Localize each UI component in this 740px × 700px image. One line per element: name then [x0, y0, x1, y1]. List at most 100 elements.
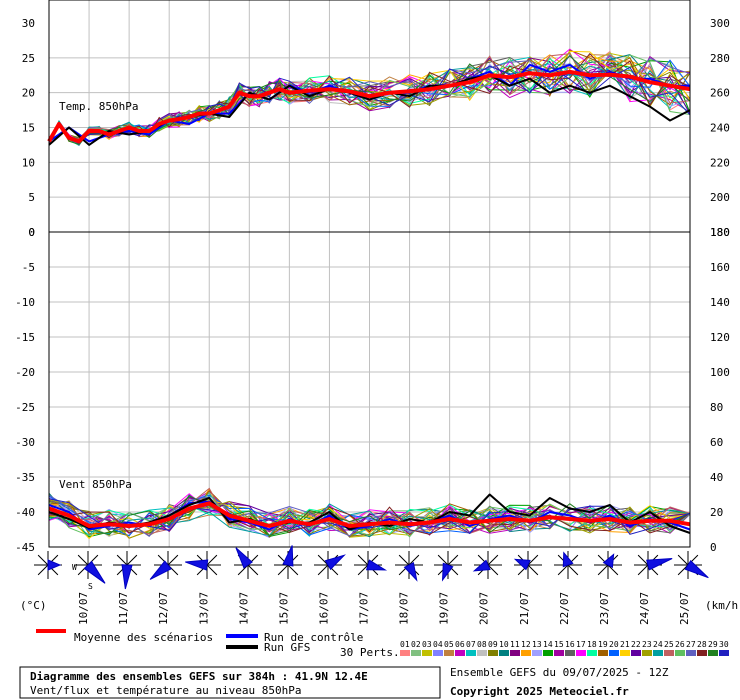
wind-tick-left: -15 — [15, 331, 35, 344]
pert-swatch — [708, 650, 718, 656]
wind-mean-line — [48, 501, 691, 528]
pert-swatch — [400, 650, 410, 656]
pert-number: 09 — [488, 640, 498, 649]
temp-mean-line — [47, 69, 691, 144]
pert-number: 26 — [675, 640, 685, 649]
wind-tick-left: -45 — [15, 541, 35, 554]
pert-number: 13 — [532, 640, 542, 649]
pert-swatch — [499, 650, 509, 656]
wind-panel-title: Vent 850hPa — [59, 478, 132, 491]
footer-title: Diagramme des ensembles GEFS sur 384h : … — [30, 670, 368, 683]
temp-tick-right: 180 — [710, 226, 730, 239]
pert-number: 08 — [477, 640, 487, 649]
wind-rose — [113, 551, 141, 590]
wind-rose — [34, 551, 62, 579]
wind-tick-left: 0 — [28, 226, 35, 239]
wind-tick-left: -10 — [15, 296, 35, 309]
pert-swatch — [411, 650, 421, 656]
date-tick: 13/07 — [197, 592, 210, 625]
pert-swatch — [510, 650, 520, 656]
pert-number: 22 — [631, 640, 641, 649]
pert-number: 12 — [521, 640, 531, 649]
wind-rose — [513, 551, 542, 579]
pert-number: 28 — [697, 640, 707, 649]
pert-swatch — [598, 650, 608, 656]
pert-swatch — [653, 650, 663, 656]
pert-number: 07 — [466, 640, 476, 649]
footer-run: Ensemble GEFS du 09/07/2025 - 12Z — [450, 666, 669, 679]
pert-swatch — [587, 650, 597, 656]
temp-tick-left: 30 — [22, 17, 35, 30]
wind-rose — [234, 547, 262, 579]
pert-swatch — [488, 650, 498, 656]
pert-swatch — [543, 650, 553, 656]
wind-pert-line — [48, 494, 691, 537]
date-tick: 23/07 — [598, 592, 611, 625]
wind-pert-line — [48, 495, 691, 536]
date-tick: 17/07 — [358, 592, 371, 625]
pert-number: 10 — [499, 640, 509, 649]
temp-tick-right: 240 — [710, 122, 730, 135]
wind-rose — [274, 545, 302, 579]
date-tick: 11/07 — [117, 592, 130, 625]
wind-tick-left: -30 — [15, 436, 35, 449]
wind-tick-right: 60 — [710, 436, 723, 449]
pert-number: 21 — [620, 640, 630, 649]
wind-tick-right: 100 — [710, 366, 730, 379]
wind-tick-left: -20 — [15, 366, 35, 379]
wind-tick-right: 0 — [710, 541, 717, 554]
wind-panel-frame — [48, 231, 691, 548]
wind-rose — [395, 551, 423, 582]
footer-copyright: Copyright 2025 Meteociel.fr — [450, 685, 629, 698]
pert-swatch — [609, 650, 619, 656]
pert-number: 30 — [719, 640, 729, 649]
rose-s-label: S — [88, 582, 93, 591]
pert-number: 23 — [642, 640, 652, 649]
pert-swatch — [642, 650, 652, 656]
pert-swatch — [422, 650, 432, 656]
right-unit-label: (km/h) — [705, 599, 740, 612]
wind-rose — [634, 551, 673, 579]
date-tick: 10/07 — [77, 592, 90, 625]
pert-number: 18 — [587, 640, 597, 649]
pert-number: 27 — [686, 640, 696, 649]
wind-rose — [354, 551, 388, 579]
temp-tick-left: 20 — [22, 87, 35, 100]
wind-tick-right: 40 — [710, 471, 723, 484]
wind-tick-right: 180 — [710, 226, 730, 239]
pert-number: 16 — [565, 640, 575, 649]
wind-tick-right: 160 — [710, 261, 730, 274]
date-tick: 22/07 — [558, 592, 571, 625]
wind-rose — [74, 551, 106, 584]
pert-number: 01 — [400, 640, 410, 649]
wind-rose — [185, 551, 221, 579]
main-series — [47, 63, 691, 534]
date-tick: 16/07 — [317, 592, 330, 625]
wind-tick-left: -35 — [15, 471, 35, 484]
wind-tick-left: -25 — [15, 401, 35, 414]
wind-tick-right: 140 — [710, 296, 730, 309]
legend-perts-label: 30 Perts. — [340, 646, 400, 659]
wind-rose — [594, 551, 622, 579]
pert-number: 17 — [576, 640, 586, 649]
legend-control-label: Run de contrôle — [264, 631, 363, 644]
pert-number: 04 — [433, 640, 443, 649]
pert-number: 20 — [609, 640, 619, 649]
date-tick: 20/07 — [478, 592, 491, 625]
pert-swatch — [433, 650, 443, 656]
pert-swatch — [477, 650, 487, 656]
temp-tick-left: 25 — [22, 52, 35, 65]
pert-number: 06 — [455, 640, 465, 649]
pert-number: 03 — [422, 640, 432, 649]
left-unit-label: (°C) — [20, 599, 47, 612]
temp-tick-right: 260 — [710, 87, 730, 100]
pert-swatch — [455, 650, 465, 656]
temp-tick-left: 15 — [22, 122, 35, 135]
pert-number: 15 — [554, 640, 564, 649]
wind-tick-right: 20 — [710, 506, 723, 519]
legend-gfs-label: Run GFS — [264, 641, 310, 654]
temp-tick-right: 200 — [710, 191, 730, 204]
wind-tick-left: -40 — [15, 506, 35, 519]
date-tick: 18/07 — [398, 592, 411, 625]
